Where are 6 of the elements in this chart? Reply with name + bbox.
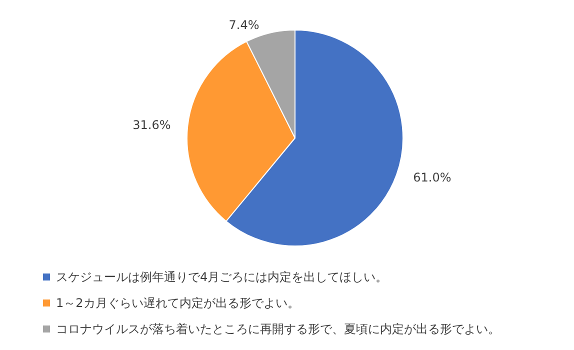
legend-label: スケジュールは例年通りで4月ごろには内定を出してほしい。 [56, 270, 388, 284]
data-label: 7.4% [228, 18, 260, 32]
legend-label: 1～2カ月ぐらい遅れて内定が出る形でよい。 [56, 296, 300, 310]
legend-label: コロナウイルスが落ち着いたところに再開する形で、夏頃に内定が出る形でよい。 [56, 322, 500, 336]
data-label: 61.0% [413, 170, 452, 184]
data-label: 31.6% [132, 118, 171, 132]
